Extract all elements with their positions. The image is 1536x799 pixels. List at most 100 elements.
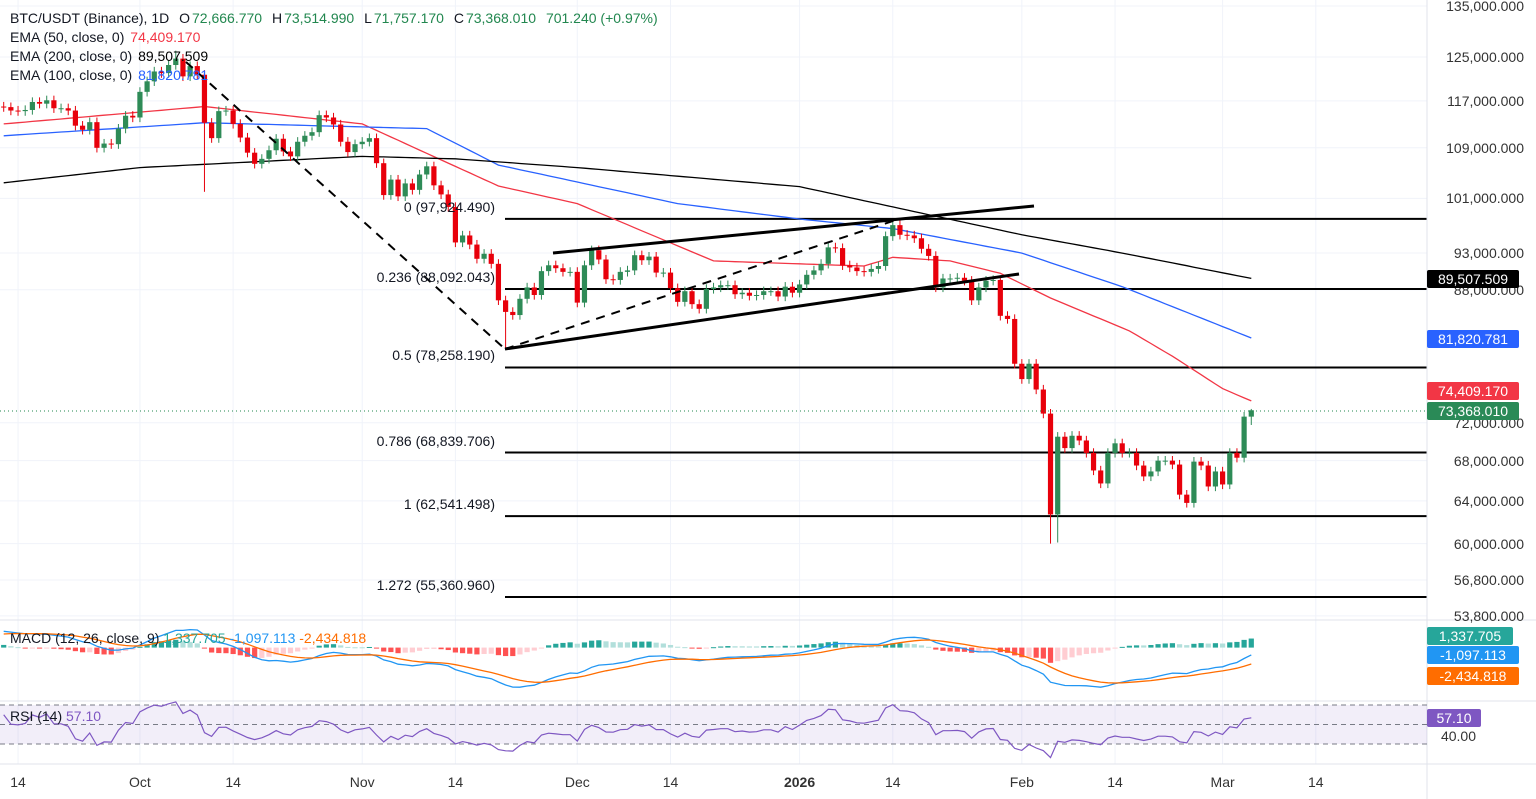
macd-histogram-bar [1004,647,1011,653]
price-axis-label: 53,800.000 [1453,607,1524,624]
candle-body [1112,443,1118,453]
candle-body [237,123,243,138]
macd-histogram-bar [237,647,243,656]
macd-histogram-bar [309,647,315,649]
macd-histogram-bar [467,647,473,654]
ema100-legend[interactable]: EMA (100, close, 0) 81,820.781 [10,66,210,85]
rsi-line [3,701,1252,759]
macd-histogram-bar [632,641,638,648]
fibonacci-level-label: 1 (62,541.498) [403,496,495,513]
fibonacci-retracement[interactable] [505,217,1427,598]
candle-body [1098,470,1104,484]
time-axis-label: 14 [884,774,901,790]
macd-histogram-bar [725,646,731,648]
macd-histogram-bar [560,642,566,648]
candle-body [51,100,57,109]
dashed-trend-line-up[interactable] [504,219,897,350]
macd-histogram-bar [811,644,817,648]
candle-body [854,267,860,272]
candle-body [1119,443,1125,453]
macd-pane [1,628,1254,688]
high-label: H [271,10,283,26]
macd-histogram-bar [244,647,251,657]
time-axis-label: 14 [1107,774,1123,790]
candle-body [29,101,35,110]
candle-body [746,292,752,296]
candle-body [36,101,43,104]
ema50-legend[interactable]: EMA (50, close, 0) 74,409.170 [10,28,202,47]
price-axis-label: 109,000.000 [1446,139,1524,156]
candle-body [209,122,215,139]
macd-histogram-bar [832,641,839,648]
candle-body [689,291,695,305]
candle-body [330,117,337,125]
macd-histogram-bar [546,645,552,648]
fibonacci-level-label: 0 (97,924.490) [403,198,495,215]
macd-histogram-bar [818,643,824,648]
macd-signal-line [3,632,1252,684]
price-axis-label: 56,800.000 [1453,571,1524,588]
macd-histogram-bar [194,643,200,648]
macd-legend[interactable]: MACD (12, 26, close, 9) 1,337.705 -1,097… [10,630,366,646]
ema200-legend[interactable]: EMA (200, close, 0) 89,507.509 [10,47,210,66]
macd-histogram-bar [624,642,631,648]
channel-upper-line[interactable] [552,204,1035,255]
macd-histogram-bar [459,647,466,654]
macd-histogram-bar [768,646,774,648]
macd-histogram-bar [710,647,717,649]
candle-body [667,272,674,289]
candle-body [639,255,645,261]
macd-histogram-bar [65,647,71,650]
macd-histogram-bar [746,646,752,648]
macd-histogram-bar [1248,638,1254,648]
macd-histogram-bar [567,642,573,648]
macd-histogram-bar [538,647,545,649]
candle-body [1083,440,1089,453]
price-axis-label: 135,000.000 [1446,0,1524,14]
close-value: 73,368.010 [465,10,537,26]
macd-histogram-bar [926,646,932,648]
macd-histogram-bar [653,642,659,648]
macd-histogram-bar [804,644,810,648]
candle-body [1105,452,1111,484]
macd-histogram-bar [775,646,781,648]
macd-value: -1,097.113 [229,630,296,646]
candle-body [904,234,910,236]
macd-histogram-bar [108,647,114,655]
candle-body [610,279,616,281]
macd-histogram-bar [1076,647,1082,656]
macd-histogram-bar [488,647,494,654]
candle-body [1227,452,1233,485]
candle-body [259,158,265,164]
candle-body [524,287,530,299]
candle-body [366,138,372,142]
ema200-price-tag: 89,507.509 [1427,270,1519,288]
macd-histogram-value: 1,337.705 [163,630,226,646]
candle-body [725,285,731,287]
macd-histogram-bar [395,647,401,654]
candle-body [381,163,387,196]
macd-histogram-bar [295,647,301,652]
dashed-trend-line-down[interactable] [185,61,506,350]
candle-body [1033,363,1039,390]
macd-histogram-bar [44,647,50,649]
candle-body [954,277,960,279]
macd-histogram-bar [51,647,57,649]
channel-lower-line[interactable] [504,272,1020,351]
time-axis-label: 2026 [783,774,816,790]
macd-histogram-bar [216,647,222,654]
change-value: 701.240 (+0.97%) [545,10,658,26]
macd-histogram-bar [1148,645,1154,648]
symbol-title[interactable]: BTC/USDT (Binance), 1D [10,10,170,26]
candle-body [961,277,968,281]
macd-histogram-bar [58,647,64,650]
macd-histogram-bar [1198,643,1204,648]
rsi-legend[interactable]: RSI (14) 57.10 [10,708,101,724]
candle-body [1148,471,1154,477]
drawings[interactable] [185,61,1035,351]
macd-histogram-bar [782,645,788,648]
macd-histogram-bar [868,646,874,648]
candle-body [431,166,437,186]
macd-histogram-bar [345,646,351,648]
